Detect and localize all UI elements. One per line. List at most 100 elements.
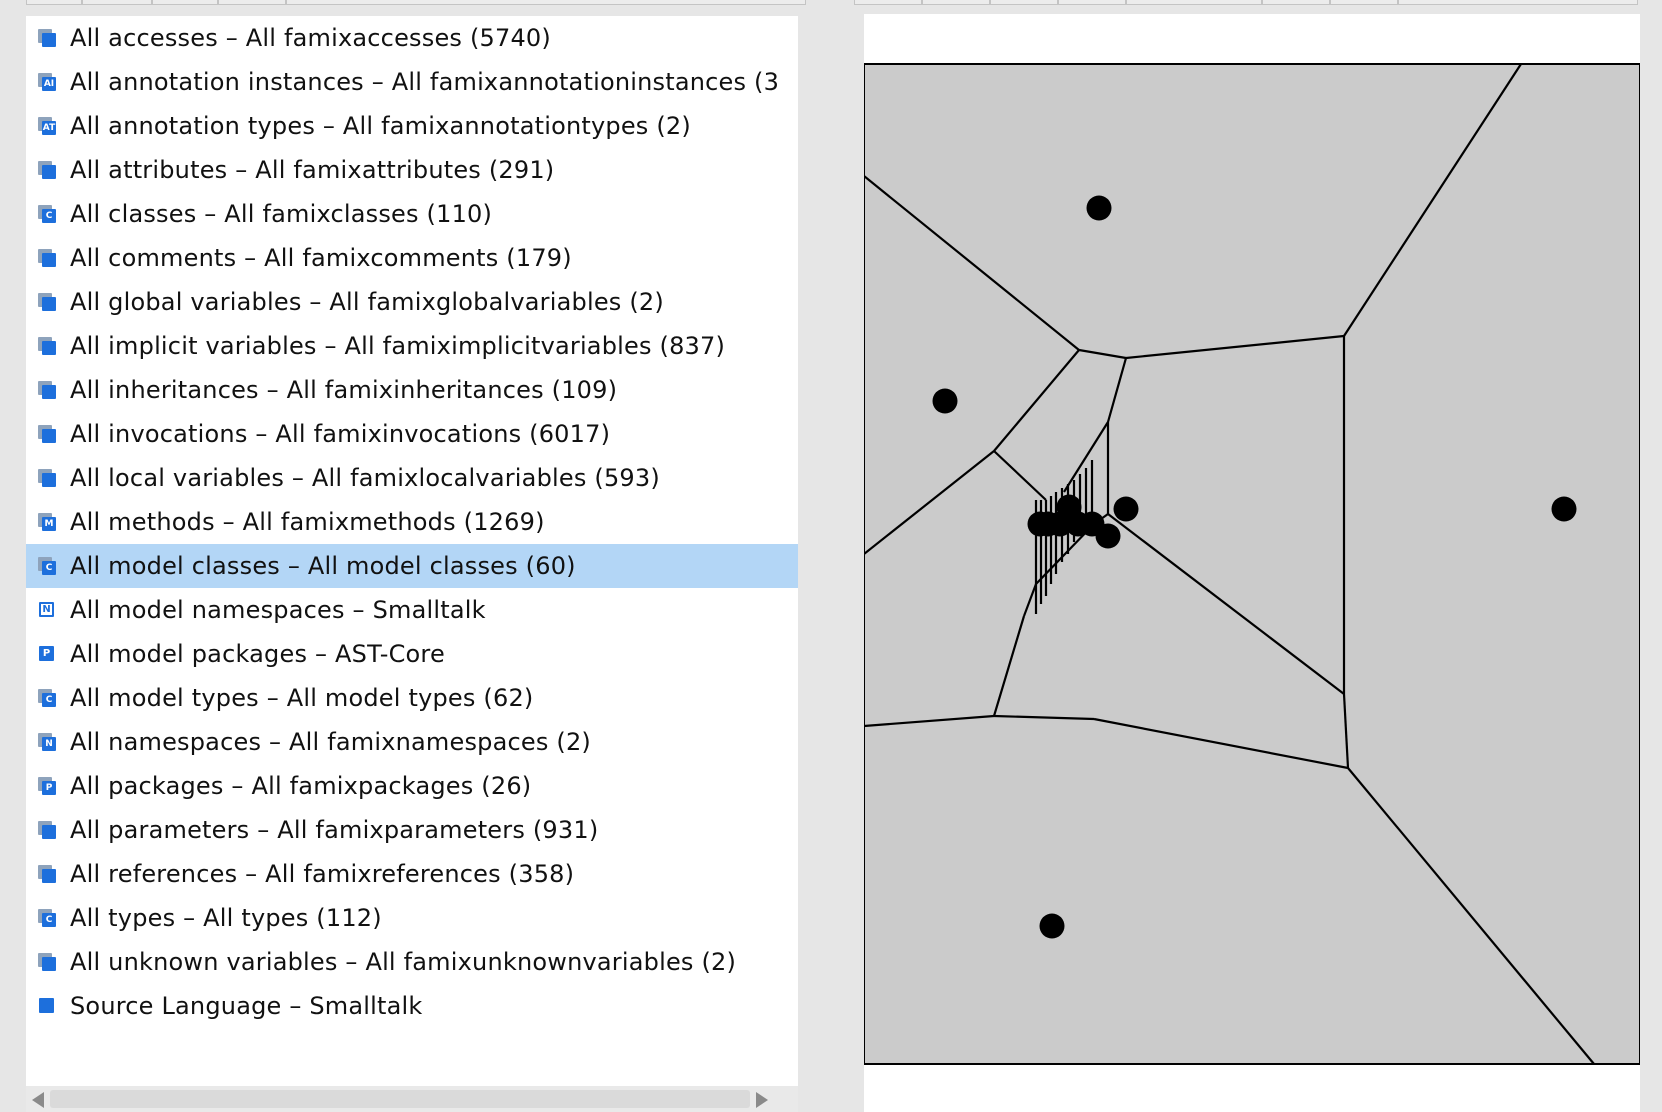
class-icon: C — [38, 205, 56, 223]
voronoi-site — [932, 388, 958, 414]
class-icon: C — [38, 557, 56, 575]
tab[interactable] — [922, 0, 990, 5]
stacked-entity-icon — [38, 821, 56, 839]
list-item-label: All types – All types (112) — [70, 904, 382, 932]
list-item[interactable]: All references – All famixreferences (35… — [26, 852, 798, 896]
list-item[interactable]: All parameters – All famixparameters (93… — [26, 808, 798, 852]
voronoi-edge — [864, 175, 1080, 351]
list-item[interactable]: C All classes – All famixclasses (110) — [26, 192, 798, 236]
tab[interactable] — [26, 0, 82, 5]
voronoi-edge — [993, 714, 1095, 721]
list-item-label: All global variables – All famixglobalva… — [70, 288, 664, 316]
list-item-label: All comments – All famixcomments (179) — [70, 244, 572, 272]
voronoi-site — [1039, 913, 1065, 939]
voronoi-site — [1027, 511, 1053, 537]
list-item-label: All parameters – All famixparameters (93… — [70, 816, 599, 844]
list-item[interactable]: AI All annotation instances – All famixan… — [26, 60, 798, 104]
stacked-entity-icon — [38, 381, 56, 399]
voronoi-edge — [1106, 357, 1128, 423]
tab[interactable] — [990, 0, 1058, 5]
list-item-label: All inheritances – All famixinheritances… — [70, 376, 618, 404]
stacked-entity-icon — [38, 469, 56, 487]
stacked-entity-icon — [38, 337, 56, 355]
list-item[interactable]: All unknown variables – All famixunknown… — [26, 940, 798, 984]
tab[interactable] — [152, 0, 218, 5]
right-tab-strip — [854, 0, 1638, 6]
group-list: All accesses – All famixaccesses (5740) A… — [26, 16, 798, 1028]
group-list-panel: All accesses – All famixaccesses (5740) A… — [26, 16, 798, 1086]
scroll-thumb[interactable] — [50, 1090, 750, 1108]
scroll-left-arrow-icon[interactable] — [32, 1092, 44, 1108]
tab[interactable] — [1058, 0, 1126, 5]
stacked-entity-icon — [38, 249, 56, 267]
voronoi-edge — [864, 450, 995, 555]
left-tab-strip — [26, 0, 806, 6]
stacked-entity-icon — [38, 29, 56, 47]
tab[interactable] — [218, 0, 286, 5]
list-item-label: All accesses – All famixaccesses (5740) — [70, 24, 551, 52]
list-item-label: All local variables – All famixlocalvari… — [70, 464, 660, 492]
list-item[interactable]: AT All annotation types – All famixannota… — [26, 104, 798, 148]
list-item[interactable]: P All model packages – AST-Core — [26, 632, 798, 676]
stacked-entity-icon — [38, 161, 56, 179]
voronoi-edge — [1063, 421, 1109, 493]
list-item[interactable]: All comments – All famixcomments (179) — [26, 236, 798, 280]
stacked-entity-icon — [38, 865, 56, 883]
voronoi-site — [1047, 511, 1073, 537]
list-item[interactable]: All invocations – All famixinvocations (… — [26, 412, 798, 456]
stacked-entity-icon — [38, 953, 56, 971]
list-item-label: All model types – All model types (62) — [70, 684, 534, 712]
list-item-label: All model classes – All model classes (6… — [70, 552, 576, 580]
list-item[interactable]: All attributes – All famixattributes (29… — [26, 148, 798, 192]
package-icon: P — [38, 777, 56, 795]
voronoi-edge — [993, 450, 1047, 501]
stacked-entity-icon — [38, 293, 56, 311]
horizontal-scrollbar[interactable] — [26, 1086, 798, 1112]
list-item[interactable]: M All methods – All famixmethods (1269) — [26, 500, 798, 544]
voronoi-site — [1095, 523, 1121, 549]
tab[interactable] — [854, 0, 922, 5]
list-item[interactable]: C All types – All types (112) — [26, 896, 798, 940]
visualization-panel — [864, 14, 1640, 1112]
voronoi-edge — [1125, 334, 1345, 360]
tab[interactable] — [286, 0, 806, 5]
tab[interactable] — [1126, 0, 1262, 5]
voronoi-site — [1113, 496, 1139, 522]
list-item-label: All attributes – All famixattributes (29… — [70, 156, 555, 184]
annotation-type-icon: AT — [38, 117, 56, 135]
tab[interactable] — [1398, 0, 1638, 5]
voronoi-edge — [993, 349, 1080, 452]
list-item-label: All classes – All famixclasses (110) — [70, 200, 493, 228]
namespace-icon: N — [38, 601, 56, 619]
list-item-label: All model packages – AST-Core — [70, 640, 445, 668]
tab[interactable] — [82, 0, 152, 5]
voronoi-edge — [1107, 513, 1345, 695]
list-item[interactable]: All local variables – All famixlocalvari… — [26, 456, 798, 500]
list-item[interactable]: Source Language – Smalltalk — [26, 984, 798, 1028]
list-item-label: All unknown variables – All famixunknown… — [70, 948, 737, 976]
scroll-right-arrow-icon[interactable] — [756, 1092, 768, 1108]
namespace-icon: N — [38, 733, 56, 751]
list-item[interactable]: All inheritances – All famixinheritances… — [26, 368, 798, 412]
list-item-label: All methods – All famixmethods (1269) — [70, 508, 545, 536]
list-item-label: All invocations – All famixinvocations (… — [70, 420, 611, 448]
list-item[interactable]: P All packages – All famixpackages (26) — [26, 764, 798, 808]
voronoi-diagram[interactable] — [864, 14, 1640, 1112]
tab[interactable] — [1330, 0, 1398, 5]
list-item[interactable]: C All model types – All model types (62) — [26, 676, 798, 720]
voronoi-bounds — [864, 63, 1640, 1065]
list-item[interactable]: All accesses – All famixaccesses (5740) — [26, 16, 798, 60]
voronoi-site — [1551, 496, 1577, 522]
list-item[interactable]: All global variables – All famixglobalva… — [26, 280, 798, 324]
voronoi-edge — [1078, 348, 1127, 360]
voronoi-site — [1086, 195, 1112, 221]
list-item[interactable]: C All model classes – All model classes (… — [26, 544, 798, 588]
list-item[interactable]: N All model namespaces – Smalltalk — [26, 588, 798, 632]
list-item-label: All packages – All famixpackages (26) — [70, 772, 532, 800]
list-item[interactable]: N All namespaces – All famixnamespaces (2… — [26, 720, 798, 764]
tab[interactable] — [1262, 0, 1330, 5]
list-item[interactable]: All implicit variables – All famiximplic… — [26, 324, 798, 368]
annotation-instance-icon: AI — [38, 73, 56, 91]
class-icon: C — [38, 909, 56, 927]
list-item-label: All annotation types – All famixannotati… — [70, 112, 691, 140]
